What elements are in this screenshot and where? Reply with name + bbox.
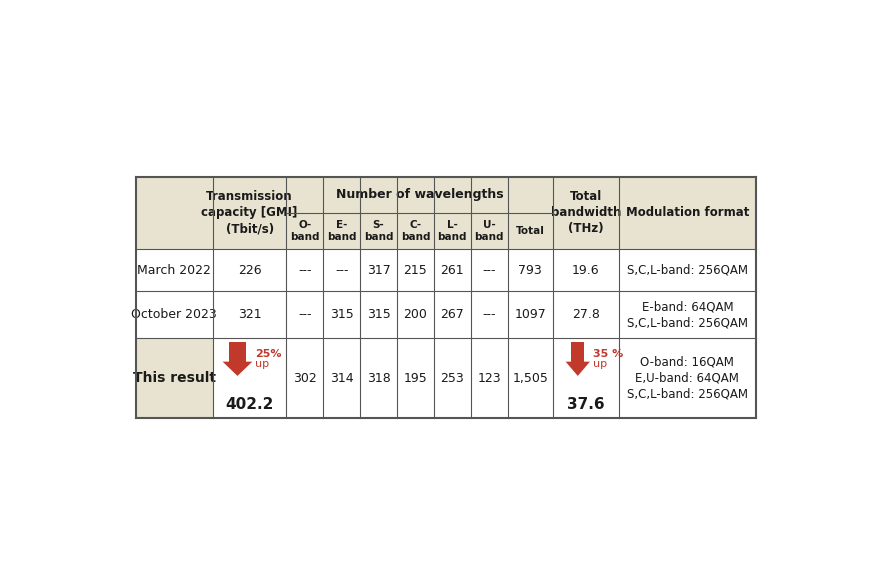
Polygon shape: [229, 342, 245, 362]
Text: This result: This result: [133, 371, 216, 385]
Text: O-band: 16QAM
E,U-band: 64QAM
S,C,L-band: 256QAM: O-band: 16QAM E,U-band: 64QAM S,C,L-band…: [627, 356, 747, 401]
Text: 27.8: 27.8: [571, 309, 599, 321]
Text: E-
band: E- band: [327, 220, 356, 242]
Text: Transmission
capacity [GMI]
(Tbit/s): Transmission capacity [GMI] (Tbit/s): [202, 190, 297, 235]
Bar: [136, 291, 755, 338]
Text: Total
bandwidth
(THz): Total bandwidth (THz): [550, 190, 620, 235]
Text: 793: 793: [518, 264, 541, 277]
Text: 226: 226: [237, 264, 261, 277]
Text: U-
band: U- band: [474, 220, 503, 242]
Text: 315: 315: [366, 309, 390, 321]
Text: 253: 253: [440, 372, 463, 385]
Text: 25%: 25%: [255, 349, 282, 358]
Text: 261: 261: [440, 264, 463, 277]
Text: 123: 123: [477, 372, 501, 385]
Polygon shape: [570, 342, 584, 362]
Text: C-
band: C- band: [401, 220, 429, 242]
Text: 1,505: 1,505: [512, 372, 547, 385]
Text: ---: ---: [335, 264, 348, 277]
Text: 19.6: 19.6: [572, 264, 599, 277]
Text: 302: 302: [293, 372, 316, 385]
Text: ---: ---: [481, 309, 495, 321]
Text: Total: Total: [515, 226, 544, 236]
Text: 314: 314: [329, 372, 353, 385]
Text: 402.2: 402.2: [225, 397, 274, 412]
Bar: [136, 177, 755, 418]
Text: Number of wavelengths: Number of wavelengths: [335, 188, 503, 201]
Polygon shape: [222, 362, 252, 376]
Text: March 2022: March 2022: [137, 264, 211, 277]
Text: S,C,L-band: 256QAM: S,C,L-band: 256QAM: [627, 264, 747, 277]
Polygon shape: [565, 362, 589, 376]
Text: October 2023: October 2023: [131, 309, 217, 321]
Text: 195: 195: [403, 372, 427, 385]
Text: E-band: 64QAM
S,C,L-band: 256QAM: E-band: 64QAM S,C,L-band: 256QAM: [627, 300, 747, 329]
Text: ---: ---: [298, 264, 311, 277]
Text: 267: 267: [440, 309, 463, 321]
Text: 35 %: 35 %: [592, 349, 622, 358]
Text: 215: 215: [403, 264, 427, 277]
Bar: [213, 338, 755, 418]
Text: 1097: 1097: [514, 309, 546, 321]
Text: L-
band: L- band: [437, 220, 467, 242]
Text: ---: ---: [481, 264, 495, 277]
Text: ---: ---: [298, 309, 311, 321]
Text: O-
band: O- band: [289, 220, 319, 242]
Text: up: up: [592, 359, 606, 369]
Text: 315: 315: [329, 309, 353, 321]
Text: S-
band: S- band: [363, 220, 393, 242]
Text: 321: 321: [237, 309, 261, 321]
Text: up: up: [255, 359, 269, 369]
Text: 318: 318: [366, 372, 390, 385]
Text: 317: 317: [366, 264, 390, 277]
Text: Modulation format: Modulation format: [625, 206, 748, 219]
Bar: [136, 249, 755, 291]
Text: 37.6: 37.6: [567, 397, 604, 412]
Text: 200: 200: [403, 309, 427, 321]
